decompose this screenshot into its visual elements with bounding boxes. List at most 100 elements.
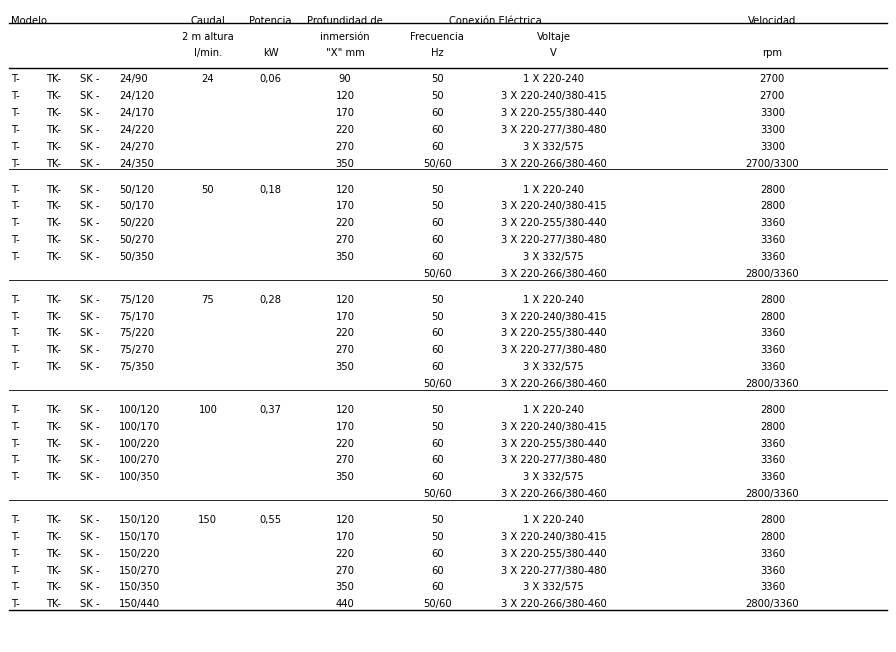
Text: 50: 50 [431,422,444,432]
Text: SK -: SK - [80,439,99,449]
Text: 150/220: 150/220 [119,549,160,559]
Text: TK-: TK- [47,329,62,338]
Text: 24/170: 24/170 [119,108,154,118]
Text: TK-: TK- [47,201,62,211]
Text: rpm: rpm [762,48,782,59]
Text: 3 X 220-266/380-460: 3 X 220-266/380-460 [501,489,607,499]
Text: Caudal: Caudal [191,16,225,26]
Text: 3 X 332/575: 3 X 332/575 [523,362,584,372]
Text: 50: 50 [431,74,444,84]
Text: T-: T- [11,455,20,466]
Text: T-: T- [11,252,20,262]
Text: T-: T- [11,185,20,194]
Text: 3300: 3300 [760,125,785,135]
Text: 120: 120 [335,91,355,101]
Text: 2800/3360: 2800/3360 [745,489,799,499]
Text: 50: 50 [431,295,444,304]
Text: 50/220: 50/220 [119,218,154,228]
Text: 3 X 332/575: 3 X 332/575 [523,582,584,593]
Text: TK-: TK- [47,141,62,152]
Text: 2800/3360: 2800/3360 [745,379,799,389]
Text: 2800/3360: 2800/3360 [745,269,799,278]
Text: TK-: TK- [47,362,62,372]
Text: TK-: TK- [47,405,62,415]
Text: TK-: TK- [47,565,62,576]
Text: 220: 220 [335,329,355,338]
Text: 2800: 2800 [760,422,785,432]
Text: 3 X 220-255/380-440: 3 X 220-255/380-440 [501,108,607,118]
Text: SK -: SK - [80,599,99,609]
Text: SK -: SK - [80,345,99,355]
Text: TK-: TK- [47,91,62,101]
Text: 120: 120 [335,515,355,525]
Text: 3 X 220-255/380-440: 3 X 220-255/380-440 [501,218,607,228]
Text: SK -: SK - [80,422,99,432]
Text: SK -: SK - [80,74,99,84]
Text: Conexión Eléctrica: Conexión Eléctrica [449,16,542,26]
Text: 120: 120 [335,185,355,194]
Text: Profundidad de: Profundidad de [307,16,383,26]
Text: SK -: SK - [80,565,99,576]
Text: 3 X 220-240/380-415: 3 X 220-240/380-415 [501,312,607,321]
Text: T-: T- [11,108,20,118]
Text: 2 m altura: 2 m altura [182,32,234,42]
Text: TK-: TK- [47,472,62,482]
Text: SK -: SK - [80,141,99,152]
Text: 50: 50 [431,532,444,542]
Text: TK-: TK- [47,532,62,542]
Text: 270: 270 [335,141,355,152]
Text: T-: T- [11,74,20,84]
Text: 0,06: 0,06 [260,74,281,84]
Text: 3360: 3360 [760,362,785,372]
Text: TK-: TK- [47,422,62,432]
Text: 3 X 220-277/380-480: 3 X 220-277/380-480 [501,125,607,135]
Text: SK -: SK - [80,158,99,168]
Text: T-: T- [11,141,20,152]
Text: SK -: SK - [80,515,99,525]
Text: T-: T- [11,235,20,245]
Text: 3 X 220-266/380-460: 3 X 220-266/380-460 [501,599,607,609]
Text: 3 X 220-277/380-480: 3 X 220-277/380-480 [501,235,607,245]
Text: 90: 90 [339,74,351,84]
Text: 50: 50 [431,185,444,194]
Text: 3 X 220-277/380-480: 3 X 220-277/380-480 [501,345,607,355]
Text: 120: 120 [335,405,355,415]
Text: SK -: SK - [80,549,99,559]
Text: T-: T- [11,125,20,135]
Text: TK-: TK- [47,312,62,321]
Text: TK-: TK- [47,455,62,466]
Text: T-: T- [11,201,20,211]
Text: 0,37: 0,37 [260,405,281,415]
Text: SK -: SK - [80,582,99,593]
Text: 3 X 220-277/380-480: 3 X 220-277/380-480 [501,565,607,576]
Text: TK-: TK- [47,108,62,118]
Text: 100/220: 100/220 [119,439,160,449]
Text: TK-: TK- [47,599,62,609]
Text: 24/120: 24/120 [119,91,154,101]
Text: 3 X 332/575: 3 X 332/575 [523,252,584,262]
Text: 24/90: 24/90 [119,74,148,84]
Text: 150/120: 150/120 [119,515,160,525]
Text: TK-: TK- [47,515,62,525]
Text: 2700: 2700 [760,74,785,84]
Text: T-: T- [11,439,20,449]
Text: 3360: 3360 [760,565,785,576]
Text: 3360: 3360 [760,439,785,449]
Text: 50: 50 [431,91,444,101]
Text: SK -: SK - [80,312,99,321]
Text: Hz: Hz [431,48,444,59]
Text: 50: 50 [431,312,444,321]
Text: 350: 350 [335,362,355,372]
Text: "X" mm: "X" mm [325,48,365,59]
Text: SK -: SK - [80,218,99,228]
Text: 60: 60 [431,108,444,118]
Text: 3360: 3360 [760,472,785,482]
Text: 60: 60 [431,141,444,152]
Text: 60: 60 [431,549,444,559]
Text: 2800: 2800 [760,295,785,304]
Text: 3360: 3360 [760,252,785,262]
Text: 170: 170 [335,422,355,432]
Text: TK-: TK- [47,252,62,262]
Text: SK -: SK - [80,329,99,338]
Text: 50: 50 [431,405,444,415]
